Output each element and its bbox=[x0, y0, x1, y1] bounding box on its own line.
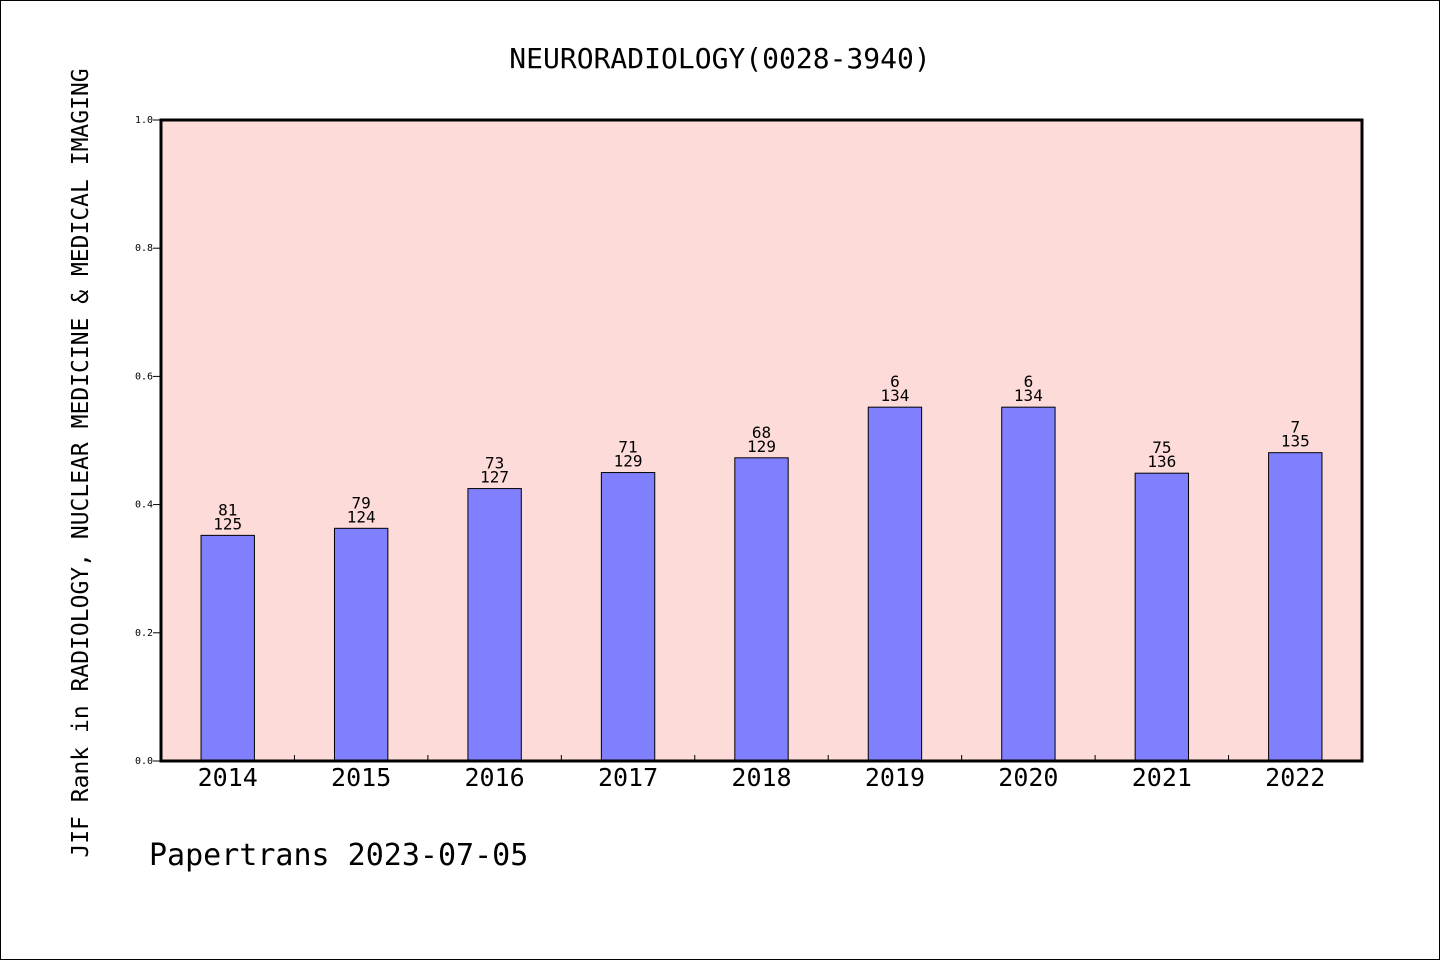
y-axis-ticks: 0.0 0.2 0.4 0.6 0.8 1.0 bbox=[135, 115, 161, 767]
y-tick-label: 0.8 bbox=[135, 243, 153, 254]
bar-rank-label: 68 bbox=[752, 423, 771, 442]
footer-note: Papertrans 2023-07-05 bbox=[149, 838, 528, 873]
bar bbox=[333, 527, 389, 762]
bar bbox=[1001, 406, 1056, 762]
bar-total-label: 129 bbox=[614, 452, 643, 471]
y-tick-label: 1.0 bbox=[135, 115, 153, 126]
bar-total-label: 125 bbox=[213, 514, 242, 533]
bar bbox=[200, 534, 255, 762]
bars-group bbox=[200, 406, 1323, 762]
x-tick-label: 2015 bbox=[331, 763, 391, 792]
bar-total-label: 135 bbox=[1281, 432, 1310, 451]
x-tick-label: 2014 bbox=[198, 763, 258, 792]
x-tick-label: 2019 bbox=[865, 763, 925, 792]
bar bbox=[1134, 472, 1190, 762]
plot-border bbox=[159, 118, 1364, 763]
bar-rank-label: 6 bbox=[890, 372, 900, 391]
bar bbox=[467, 488, 522, 762]
y-tick-label: 0.0 bbox=[135, 756, 153, 767]
bar-total-label: 127 bbox=[480, 468, 509, 487]
bar-total-label: 134 bbox=[880, 386, 909, 405]
x-tick-label: 2017 bbox=[598, 763, 658, 792]
bar-total-label: 129 bbox=[747, 437, 776, 456]
x-axis-tick-labels: 2014 2015 2016 2017 2018 2019 2020 2021 2022 bbox=[198, 763, 1326, 792]
bar-rank-label: 6 bbox=[1024, 372, 1034, 391]
bar-rank-label: 73 bbox=[485, 454, 504, 473]
bar-rank-label: 81 bbox=[218, 500, 237, 519]
bar-total-label: 124 bbox=[347, 507, 376, 526]
bar-total-label: 134 bbox=[1014, 386, 1043, 405]
bar bbox=[734, 457, 789, 762]
x-tick-label: 2021 bbox=[1132, 763, 1192, 792]
x-tick-label: 2022 bbox=[1265, 763, 1325, 792]
bar bbox=[867, 406, 923, 762]
y-tick-label: 0.4 bbox=[135, 500, 153, 511]
x-tick-label: 2020 bbox=[998, 763, 1058, 792]
y-tick-label: 0.2 bbox=[135, 628, 153, 639]
bar-rank-label: 71 bbox=[618, 438, 637, 457]
bar bbox=[600, 472, 656, 762]
bar bbox=[1268, 452, 1323, 762]
bar-rank-label: 75 bbox=[1152, 438, 1171, 457]
bar-total-label: 136 bbox=[1147, 452, 1176, 471]
x-tick-label: 2018 bbox=[731, 763, 791, 792]
chart-title: NEURORADIOLOGY(0028-3940) bbox=[509, 42, 930, 75]
x-tick-label: 2016 bbox=[465, 763, 525, 792]
y-axis-label: JIF Rank in RADIOLOGY, NUCLEAR MEDICINE … bbox=[68, 68, 94, 857]
bar-rank-label: 79 bbox=[352, 493, 371, 512]
bar-labels-group: 8112579124731277112968129613461347513671… bbox=[213, 372, 1309, 533]
y-tick-label: 0.6 bbox=[135, 371, 153, 382]
bar-rank-label: 7 bbox=[1290, 418, 1300, 437]
